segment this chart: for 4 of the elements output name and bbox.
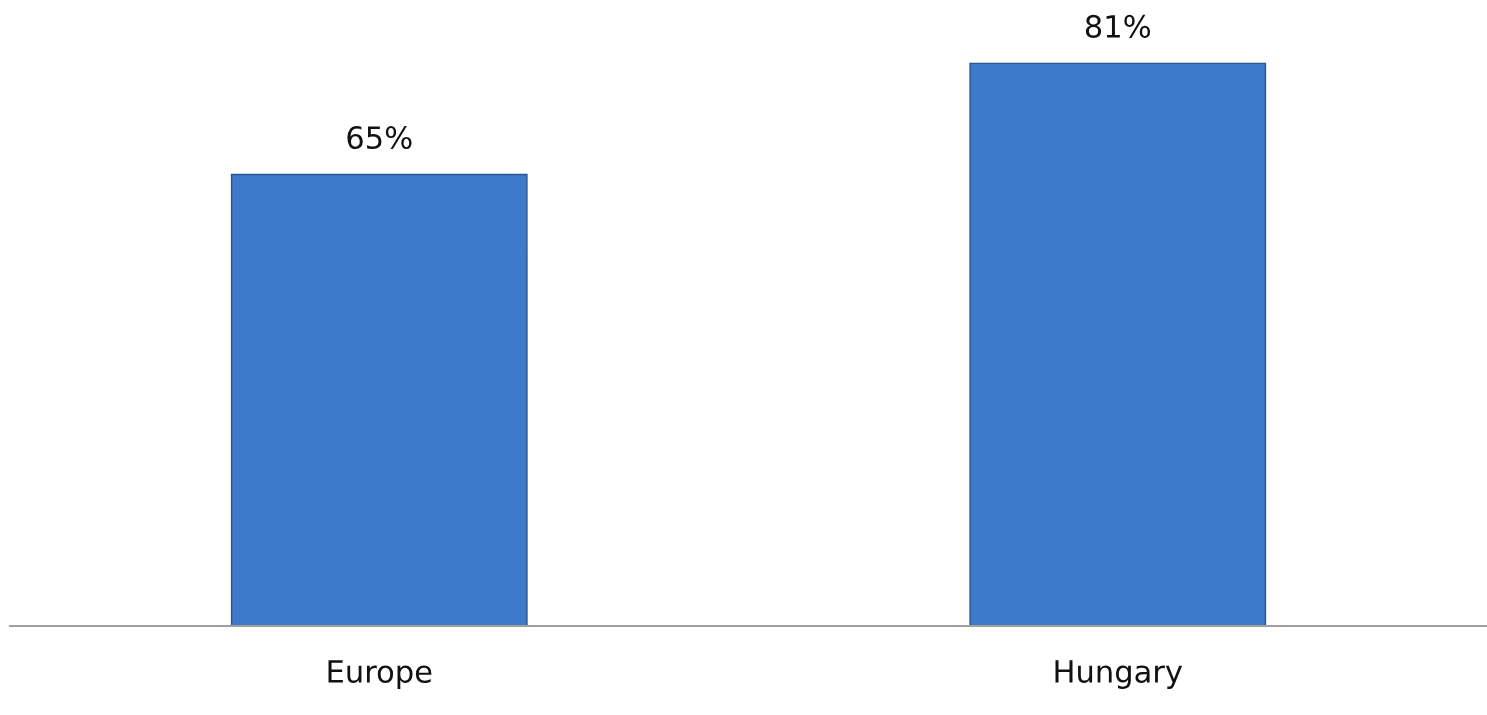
x-tick-label: Hungary [1055, 660, 1183, 689]
data-label: 65% [347, 125, 412, 150]
data-label: 81% [1085, 14, 1151, 38]
x-tick-label: Europe [328, 660, 432, 689]
